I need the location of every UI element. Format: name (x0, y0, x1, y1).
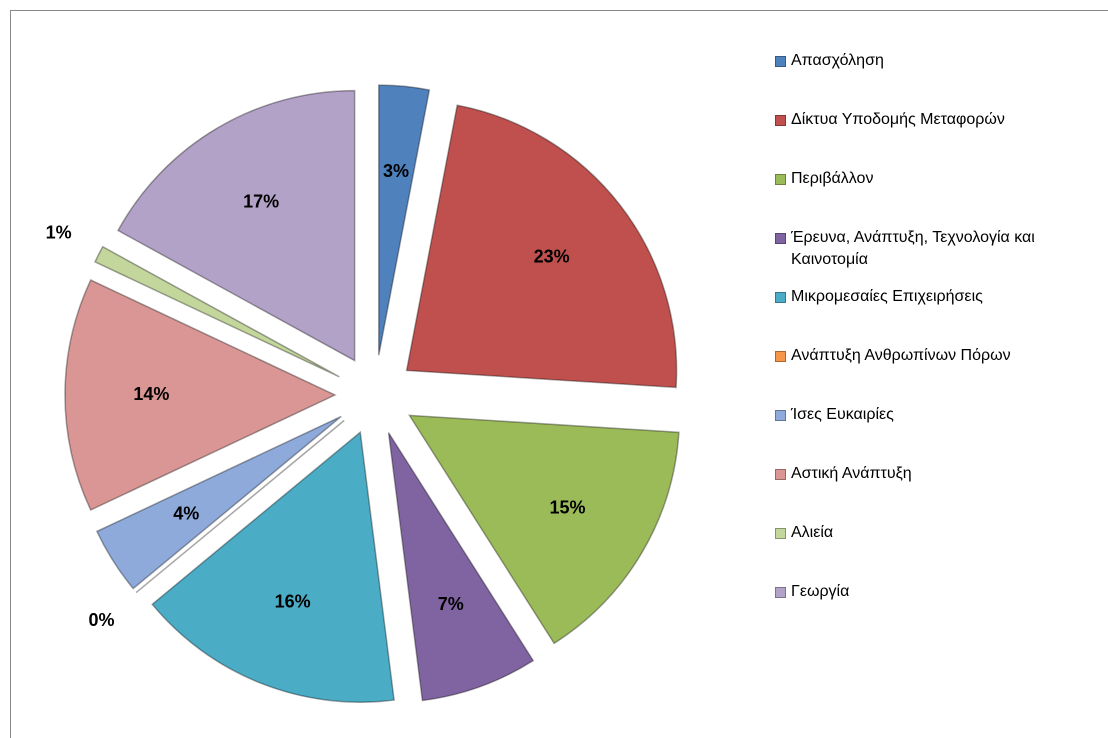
legend-swatch (775, 410, 786, 421)
legend-swatch (775, 469, 786, 480)
pie-slice (94, 245, 340, 378)
legend-item: Περιβάλλον (775, 168, 1095, 227)
legend-item: Ίσες Ευκαιρίες (775, 404, 1095, 463)
data-label: 23% (534, 247, 570, 267)
legend-item: Δίκτυα Υποδομής Μεταφορών (775, 109, 1095, 168)
legend-swatch (775, 233, 786, 244)
pie-slice (151, 430, 395, 703)
legend-item: Έρευνα, Ανάπτυξη, Τεχνολογία και Καινοτο… (775, 227, 1095, 286)
legend-label: Ίσες Ευκαιρίες (791, 406, 894, 423)
legend-label: Αλιεία (791, 524, 834, 541)
legend-item: Μικρομεσαίες Επιχειρήσεις (775, 286, 1095, 345)
legend-label: Γεωργία (791, 583, 850, 600)
data-label: 0% (88, 610, 114, 630)
data-label: 7% (438, 594, 464, 614)
legend: Απασχόληση Δίκτυα Υποδομής Μεταφορών Περιβ… (775, 50, 1095, 640)
pie-slice (117, 89, 356, 362)
data-label: 15% (549, 498, 585, 518)
data-label: 16% (275, 592, 311, 612)
legend-swatch (775, 174, 786, 185)
legend-swatch (775, 292, 786, 303)
legend-swatch (775, 351, 786, 362)
data-label: 14% (133, 384, 169, 404)
legend-label: Μικρομεσαίες Επιχειρήσεις (791, 288, 983, 305)
legend-label: Δίκτυα Υποδομής Μεταφορών (791, 111, 1005, 128)
chart-border (10, 10, 1108, 738)
legend-item: Αλιεία (775, 522, 1095, 581)
pie-slice (64, 279, 337, 511)
legend-item: Απασχόληση (775, 50, 1095, 109)
legend-label: Έρευνα, Ανάπτυξη, Τεχνολογία και Καινοτο… (791, 229, 1035, 268)
legend-swatch (775, 528, 786, 539)
data-label: 3% (383, 161, 409, 181)
data-label: 1% (46, 223, 72, 243)
legend-swatch (775, 56, 786, 67)
legend-item: Γεωργία (775, 581, 1095, 640)
data-label: 17% (243, 191, 279, 211)
legend-label: Αστική Ανάπτυξη (791, 465, 912, 482)
legend-swatch (775, 587, 786, 598)
pie-slice (408, 414, 680, 645)
pie-slice (387, 432, 535, 702)
legend-label: Περιβάλλον (791, 170, 874, 187)
legend-item: Ανάπτυξη Ανθρωπίνων Πόρων (775, 345, 1095, 404)
data-label: 4% (173, 504, 199, 524)
pie-slice (405, 104, 678, 389)
legend-swatch (775, 115, 786, 126)
pie-slice (135, 419, 345, 594)
legend-label: Απασχόληση (791, 52, 884, 69)
legend-item: Αστική Ανάπτυξη (775, 463, 1095, 522)
pie-slice (378, 84, 431, 356)
legend-label: Ανάπτυξη Ανθρωπίνων Πόρων (791, 347, 1011, 364)
pie-slice (95, 415, 342, 590)
